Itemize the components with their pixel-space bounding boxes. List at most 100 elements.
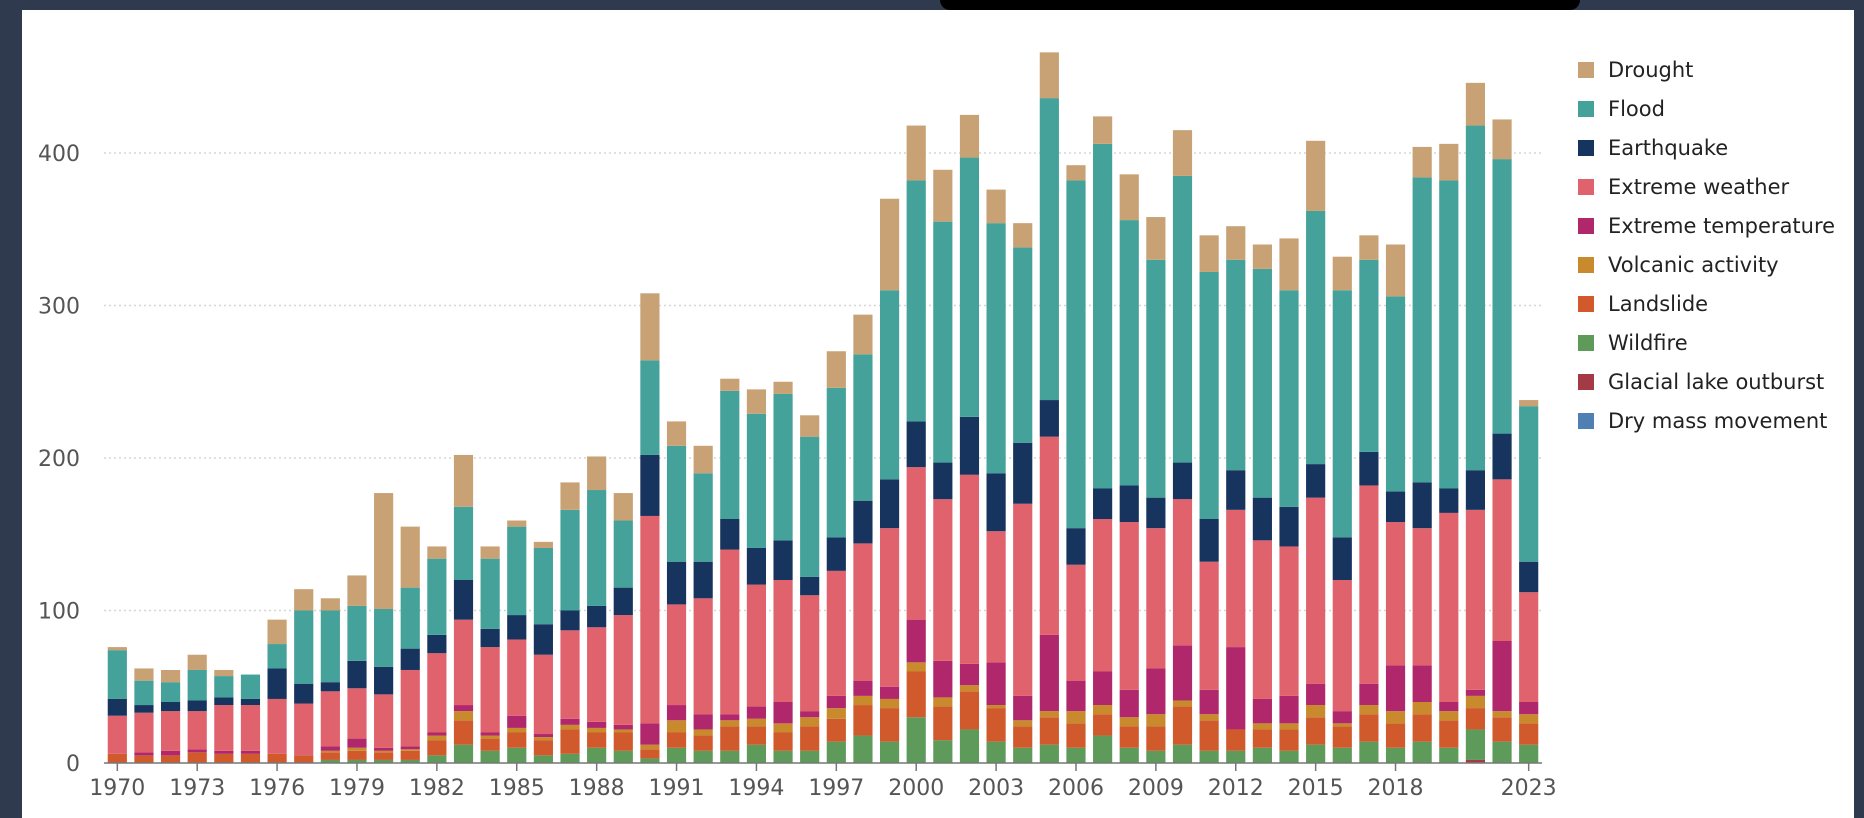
bar-stack-1973 [187,654,207,763]
bar-segment [1279,546,1299,696]
bar-segment [374,747,394,751]
bar-segment [480,750,500,763]
bar-segment [1465,470,1486,510]
x-tick-label: 1979 [329,776,385,801]
bar-segment [746,726,767,745]
bar-segment [294,610,314,684]
bar-segment [1492,741,1512,763]
bar-segment [933,221,953,463]
x-tick-label: 1988 [569,776,625,801]
bar-segment [453,506,474,580]
bar-segment [826,741,846,763]
bar-segment [1039,98,1059,401]
bar-segment [160,755,181,763]
bar-segment [1252,747,1272,763]
bar-stack-1990 [640,293,660,763]
bar-segment [800,711,820,718]
bar-segment [294,683,314,704]
bar-segment [1172,130,1193,176]
legend-swatch [1578,256,1594,273]
bar-segment [1252,244,1272,269]
bar-segment [480,558,500,629]
bar-segment [1093,488,1113,519]
bar-segment [480,628,500,648]
bar-segment [1226,647,1246,730]
bar-segment [1146,750,1166,763]
bar-segment [374,493,394,609]
bar-segment [746,547,767,585]
bar-segment [1439,180,1459,489]
bar-segment [613,587,633,616]
bar-segment [1172,462,1193,500]
bar-segment [187,700,207,712]
bar-segment [959,663,980,686]
bars [107,52,1539,763]
bar-segment [1252,268,1272,498]
bar-segment [560,724,580,730]
bar-segment [640,454,660,516]
bar-stack-2022 [1492,119,1512,763]
bar-segment [1279,695,1299,724]
bar-segment [1066,711,1086,724]
legend-swatch [1578,61,1594,78]
bar-segment [1492,711,1512,718]
bar-segment [746,744,767,763]
bar-stack-2011 [1199,235,1219,763]
bar-segment [640,515,660,724]
bar-segment [693,445,713,474]
bar-segment [1146,714,1166,727]
bar-stack-1996 [800,415,820,763]
legend-item-flood: Flood [1578,89,1835,128]
bar-segment [320,752,340,760]
bar-segment [134,705,154,713]
bar-segment [879,290,900,480]
bar-segment [693,735,713,751]
bar-segment [1252,540,1272,699]
bar-segment [720,720,740,727]
bar-segment [400,750,420,760]
bar-segment [1519,744,1539,763]
bar-segment [986,189,1006,224]
bar-segment [160,711,181,751]
bar-segment [374,750,394,753]
bar-segment [1439,711,1459,721]
bar-segment [1439,488,1459,513]
bar-segment [720,519,740,550]
bar-segment [800,726,820,751]
bar-segment [427,634,447,654]
bar-segment [1013,720,1033,727]
bar-segment [374,608,394,667]
bar-segment [959,416,980,475]
bar-segment [267,644,287,669]
bar-segment [1332,537,1352,580]
bar-segment [773,580,793,702]
x-tick-label: 2003 [968,776,1024,801]
bar-segment [320,682,340,692]
bar-segment [1279,729,1299,751]
bar-stack-1988 [587,456,607,763]
bar-segment [1172,499,1193,646]
bar-segment [374,752,394,760]
legend-item-earthquake: Earthquake [1578,128,1835,167]
bar-segment [427,546,447,559]
bar-segment [1013,747,1033,763]
bar-segment [1359,714,1379,742]
bar-segment [587,732,607,748]
bar-stack-1975 [240,674,261,763]
bar-segment [1492,119,1512,160]
bar-segment [1465,689,1486,696]
bar-stack-1993 [720,378,740,763]
bar-segment [294,703,314,756]
bar-segment [1385,522,1406,666]
bar-segment [853,500,873,544]
bar-segment [320,746,340,751]
bar-segment [826,718,846,742]
bar-segment [959,474,980,664]
bar-segment [1412,665,1432,702]
bar-segment [1465,729,1486,760]
bar-segment [906,180,926,422]
bar-segment [1385,244,1406,297]
bar-segment [1226,226,1246,260]
bar-segment [1226,509,1246,648]
bar-segment [480,546,500,559]
